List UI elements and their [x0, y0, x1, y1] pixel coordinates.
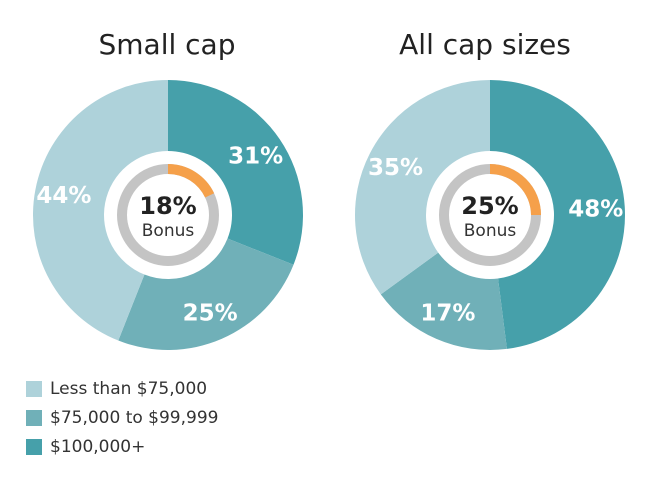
- legend-label: $100,000+: [50, 436, 146, 457]
- legend-swatch-75000-to-99999: [26, 409, 42, 426]
- bonus-value-label: 25%: [461, 192, 518, 220]
- donut-chart-0: 31% 25% 44% 18%Bonus: [32, 79, 303, 350]
- slice-less-than-75000: [32, 79, 168, 341]
- donut-chart-1: 48% 17% 35% 25%Bonus: [355, 80, 625, 351]
- slice-75000-to-99999: [380, 252, 507, 351]
- legend: Less than $75,000 $75,000 to $99,999 $10…: [26, 374, 218, 461]
- slice-100000-plus: [490, 80, 625, 349]
- slice-label-less-than-75000: 35%: [368, 155, 423, 181]
- legend-label: Less than $75,000: [50, 378, 208, 399]
- legend-swatch-less-than-75000: [26, 380, 42, 397]
- slice-100000-plus: [168, 80, 303, 265]
- bonus-ring-arc: [168, 164, 215, 198]
- bonus-text-label: Bonus: [142, 221, 195, 241]
- legend-item-100000-plus: $100,000+: [26, 432, 218, 461]
- legend-label: $75,000 to $99,999: [50, 407, 219, 428]
- bonus-ring-arc: [490, 164, 541, 215]
- bonus-value-label: 18%: [139, 192, 196, 220]
- slice-label-75000-to-99999: 25%: [183, 300, 238, 326]
- chart-title-all-cap-sizes: All cap sizes: [399, 28, 571, 61]
- slice-label-100000-plus: 31%: [228, 143, 283, 169]
- slice-less-than-75000: [355, 80, 490, 295]
- slice-label-100000-plus: 48%: [568, 196, 623, 222]
- bonus-text-label: Bonus: [464, 221, 517, 241]
- legend-item-75000-to-99999: $75,000 to $99,999: [26, 403, 218, 432]
- slice-label-less-than-75000: 44%: [36, 183, 91, 209]
- legend-item-less-than-75000: Less than $75,000: [26, 374, 218, 403]
- legend-swatch-100000-plus: [26, 438, 42, 455]
- chart-title-small-cap: Small cap: [98, 28, 236, 61]
- slice-label-75000-to-99999: 17%: [420, 300, 475, 326]
- slice-75000-to-99999: [118, 238, 294, 350]
